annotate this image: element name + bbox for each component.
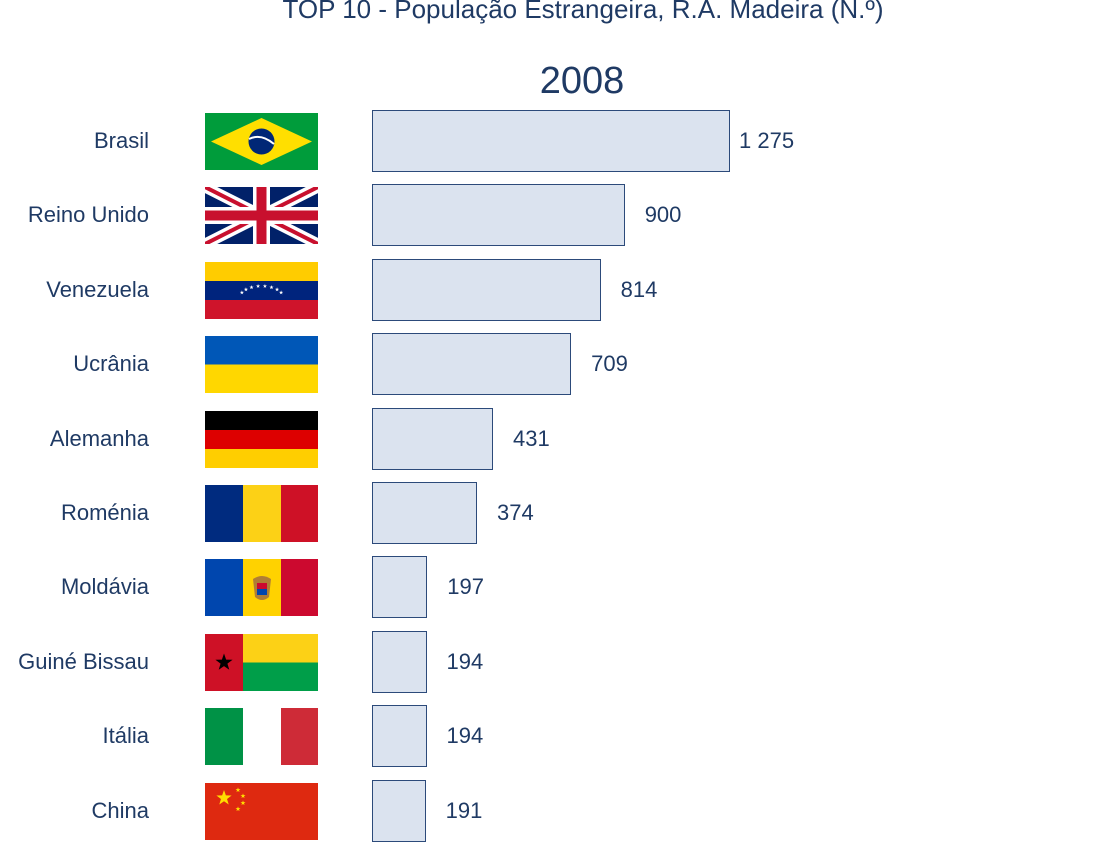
- germany-flag: [205, 410, 318, 468]
- bar-row: Itália 194: [0, 705, 1100, 768]
- category-label: Alemanha: [49, 425, 149, 451]
- data-label: 814: [620, 276, 658, 302]
- bar-row: Reino Unido 900: [0, 184, 1100, 247]
- bar: [372, 779, 426, 842]
- data-label: 194: [446, 648, 484, 674]
- bar-row: Alemanha 431: [0, 407, 1100, 470]
- bar: [372, 556, 428, 619]
- chart-subtitle: 2008: [539, 60, 625, 102]
- china-flag: [205, 782, 318, 840]
- category-label: Itália: [102, 723, 149, 749]
- data-label: 1 275: [739, 128, 795, 153]
- category-label: Reino Unido: [27, 202, 149, 228]
- bar: [372, 110, 730, 172]
- guinea-bissau-flag: [205, 633, 318, 691]
- category-label: Ucrânia: [73, 351, 149, 377]
- italy-flag: [205, 708, 318, 766]
- bar-row: Guiné Bissau 194: [0, 630, 1100, 693]
- bar-row: Roménia 374: [0, 482, 1100, 544]
- data-label: 374: [497, 500, 534, 525]
- data-label: 197: [447, 574, 485, 600]
- data-label: 709: [591, 351, 628, 377]
- ukraine-flag: [205, 336, 318, 394]
- bar-row: Ucrânia 709: [0, 333, 1100, 396]
- category-label: Moldávia: [60, 574, 149, 600]
- category-label: Guiné Bissau: [18, 648, 149, 674]
- bar: [372, 184, 625, 247]
- bar-row: China 191: [0, 779, 1100, 842]
- category-label: Venezuela: [46, 276, 149, 302]
- venezuela-flag: [205, 261, 318, 319]
- data-label: 191: [445, 797, 483, 823]
- category-label: Roménia: [60, 500, 149, 525]
- brazil-flag: [205, 113, 318, 170]
- bar: [372, 630, 427, 693]
- moldova-flag: [205, 559, 318, 617]
- data-label: 900: [644, 202, 682, 228]
- bar: [372, 258, 601, 321]
- data-label: 431: [513, 425, 550, 451]
- category-label: China: [91, 797, 149, 823]
- chart-title: TOP 10 - População Estrangeira, R.A. Mad…: [282, 0, 884, 24]
- bar-row: Moldávia 197: [0, 556, 1100, 619]
- bar-row: Brasil 1 275: [0, 110, 1100, 172]
- bar: [372, 407, 493, 470]
- bar-row: Venezuela 814: [0, 258, 1100, 321]
- romania-flag: [205, 485, 318, 542]
- bar: [372, 482, 477, 544]
- bar: [372, 705, 427, 768]
- uk-flag: [205, 187, 318, 245]
- bar: [372, 333, 572, 396]
- data-label: 194: [446, 723, 484, 749]
- category-label: Brasil: [93, 128, 149, 153]
